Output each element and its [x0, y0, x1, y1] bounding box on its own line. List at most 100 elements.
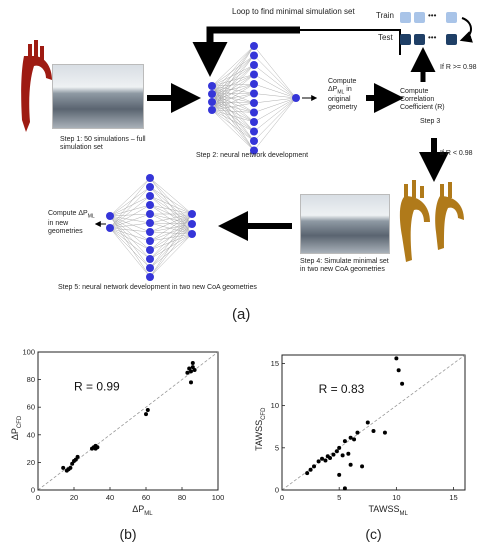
neural-network-2: [106, 174, 196, 281]
nn2-edge: [149, 223, 193, 278]
nn1-edge: [211, 85, 255, 94]
chart1-y-tick-label: 10: [271, 401, 279, 410]
nn2-node: [146, 264, 154, 272]
compute-new-text: Compute ΔP: [48, 210, 88, 217]
nn1-edge: [211, 101, 255, 113]
nn1-edge: [211, 109, 255, 132]
nn1-edge: [253, 64, 297, 99]
curved-arrow-icon: [459, 17, 474, 43]
panel-a-label: (a): [232, 306, 251, 323]
chart0-x-axis-label: ΔPML: [132, 504, 153, 517]
nn2-edge: [149, 223, 193, 260]
chart0-y-tick-label: 0: [31, 486, 35, 495]
step5-label: Step 5: neural network development in tw…: [58, 284, 257, 291]
nn1-edge: [253, 83, 297, 99]
step3-label: Step 3: [420, 118, 441, 125]
nn1-node: [250, 89, 258, 98]
chart1-plot-frame: [281, 354, 466, 491]
nn2-node: [146, 183, 154, 191]
chart0-data-point: [68, 465, 73, 470]
nn2-node: [146, 201, 154, 209]
nn2-edge: [109, 222, 151, 229]
nn2-node: [146, 273, 154, 281]
nn2-edge: [149, 177, 193, 215]
chart1-data-point: [334, 449, 339, 454]
chart0-data-point: [189, 369, 193, 374]
chart1-data-point: [382, 430, 387, 435]
chart0-x-tick-label: 40: [106, 493, 114, 502]
nn1-edge: [211, 55, 255, 87]
nn2-edge: [109, 215, 151, 224]
chart1-data-point: [400, 381, 405, 386]
nn2-edge: [149, 223, 193, 251]
chart1-x-tick-label: 0: [280, 493, 284, 502]
nn1-edge: [211, 101, 255, 142]
nn2-edge: [149, 213, 193, 278]
nn2-edge: [149, 213, 193, 242]
chart0-data-point: [95, 445, 100, 450]
train-box: [446, 12, 457, 23]
datacenter-photo-2: [300, 194, 390, 254]
nn1-edge: [211, 85, 255, 132]
nn1-edge: [211, 109, 255, 151]
chart1-x-tick-label: 10: [392, 493, 400, 502]
chart0-y-axis-label: ΔPCFD: [10, 415, 23, 440]
nn2-edge: [149, 186, 193, 225]
nn2-edge: [109, 204, 151, 217]
nn1-edge: [211, 93, 255, 103]
nn2-edge: [109, 215, 151, 242]
chart0-x-tick-label: 20: [70, 493, 78, 502]
nn2-edge: [109, 204, 151, 229]
chart0-data-point: [75, 454, 80, 459]
nn2-edge: [149, 233, 193, 251]
nn1-edge: [253, 97, 297, 123]
chart0-panel-label: (b): [119, 526, 136, 542]
nn1-edge: [211, 93, 255, 111]
if-r-lt-label: If R < 0.98: [440, 150, 473, 157]
neural-network-1: [208, 42, 300, 155]
nn1-node: [250, 61, 258, 69]
nn1-edge: [211, 64, 255, 111]
nn2-edge: [149, 204, 193, 235]
workflow-diagram: [21, 12, 474, 281]
nn1-node: [250, 146, 258, 155]
chart1-y-tick-label: 0: [275, 486, 279, 495]
chart0-data-point: [144, 412, 148, 417]
test-box: [446, 34, 457, 45]
datacenter-photo-1: [52, 64, 144, 129]
chart1-data-point: [331, 452, 336, 457]
nn1-edge: [253, 93, 297, 99]
nn1-edge: [211, 45, 255, 95]
chart1-annotation: R = 0.83: [319, 382, 365, 396]
nn2-edge: [149, 204, 193, 225]
chart0-y-tick-label: 80: [27, 375, 35, 384]
nn1-edge: [211, 85, 255, 142]
nn2-node: [106, 212, 114, 220]
aorta-model-icon: [21, 40, 52, 132]
nn1-node: [208, 82, 216, 90]
nn1-node: [250, 80, 258, 88]
chart0-plot-frame: [37, 351, 219, 491]
train-label: Train: [376, 11, 394, 20]
nn1-node: [250, 118, 258, 126]
nn1-edge: [211, 101, 255, 123]
nn1-edge: [211, 101, 255, 104]
nn1-node: [250, 127, 258, 136]
nn1-edge: [211, 85, 255, 151]
nn2-node: [188, 210, 196, 218]
nn2-node: [146, 228, 154, 236]
compute-r-label: Compute Correlation Coefficient (R): [400, 88, 445, 111]
chart0-x-tick-label: 80: [178, 493, 186, 502]
nn1-edge: [211, 45, 255, 111]
nn1-edge: [211, 109, 255, 113]
nn1-edge: [211, 109, 255, 142]
chart0-y-tick-label: 60: [27, 403, 35, 412]
nn2-edge: [149, 213, 193, 224]
nn2-node: [146, 219, 154, 227]
chart1-data-point: [323, 458, 328, 463]
nn1-node: [292, 94, 300, 102]
compute-dp-text: Compute ΔP: [328, 78, 357, 93]
nn2-edge: [149, 223, 193, 269]
chart1-data-point: [340, 453, 345, 458]
nn2-edge: [149, 233, 193, 260]
